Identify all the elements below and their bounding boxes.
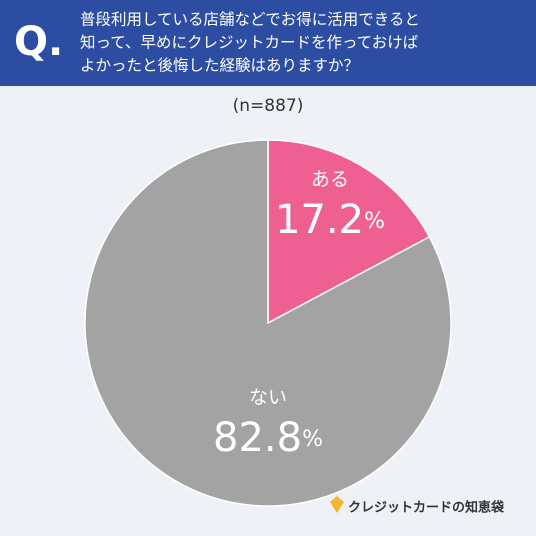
slice-value-label: 17.2% [275,197,385,243]
title-line: よかったと後悔した経験はありますか？ [80,57,359,75]
title-line: 普段利用している店舗などでお得に活用できると [80,11,420,29]
header-band [0,0,536,86]
pie-slice [84,139,452,507]
title-line: 知って、早めにクレジットカードを作っておけば [80,34,419,52]
source: クレジットカードの知恵袋 [348,500,505,516]
slice-category: ない [249,387,287,409]
subtitle: (n=887) [233,96,304,116]
logo-icon [330,496,344,513]
slice-value-label: 82.8% [213,415,323,461]
question-label: Q. [14,19,63,65]
source-logo: クレジットカードの知恵袋 [330,496,505,516]
pie-slice [267,139,431,325]
slice-category: ある [311,169,349,191]
